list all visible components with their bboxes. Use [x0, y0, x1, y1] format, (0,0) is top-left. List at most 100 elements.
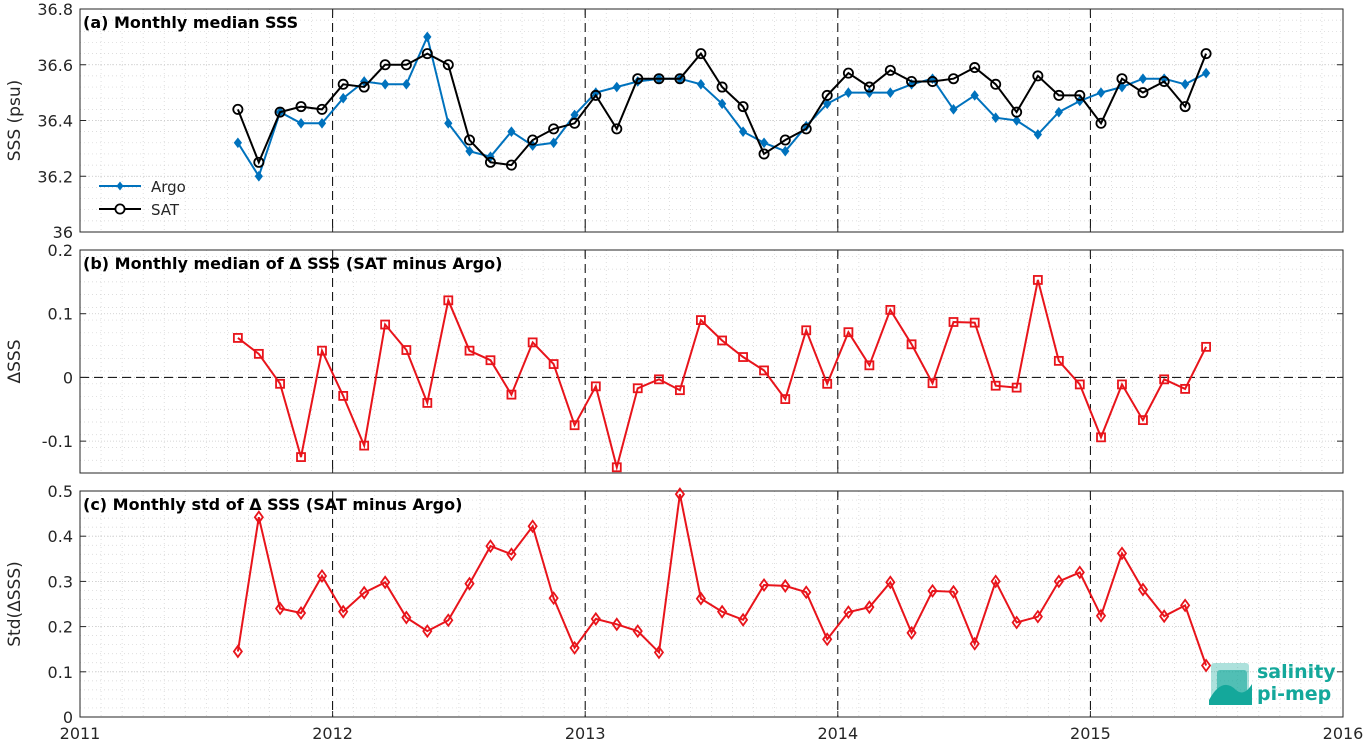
legend-label: Argo — [151, 178, 186, 196]
data-point — [1053, 89, 1065, 101]
data-point — [464, 576, 475, 591]
panel-frame — [79, 249, 1344, 474]
data-point — [590, 611, 601, 626]
data-point — [423, 31, 432, 43]
data-point — [823, 98, 832, 110]
data-point — [906, 625, 917, 640]
data-point — [338, 391, 349, 401]
data-point — [295, 101, 307, 113]
data-point — [359, 440, 370, 451]
data-point — [990, 78, 1002, 90]
data-point — [611, 462, 622, 473]
data-point — [1053, 355, 1064, 366]
data-point — [232, 103, 244, 115]
data-point — [780, 394, 791, 404]
y-tick-label: 0.3 — [48, 572, 73, 591]
data-point — [1033, 129, 1042, 140]
data-point — [885, 575, 896, 590]
data-point — [863, 81, 875, 93]
data-point — [717, 98, 727, 110]
data-point — [822, 632, 833, 647]
data-point — [485, 539, 496, 554]
data-point — [317, 117, 327, 129]
data-point — [970, 90, 979, 101]
data-point — [1138, 415, 1148, 426]
data-point — [947, 73, 959, 85]
data-point — [1053, 574, 1064, 589]
data-point — [758, 148, 770, 160]
data-point — [695, 315, 706, 325]
data-point — [990, 574, 1001, 589]
y-tick-label: 0.1 — [48, 663, 73, 682]
data-point — [317, 345, 327, 356]
data-point — [1011, 615, 1022, 630]
data-point — [779, 134, 791, 146]
data-point — [359, 585, 370, 600]
data-point — [1180, 598, 1191, 613]
data-point — [527, 337, 538, 348]
data-point — [548, 123, 560, 135]
panel-title: (a) Monthly median SSS — [83, 13, 298, 32]
data-point — [695, 591, 707, 606]
series-argo — [233, 31, 1211, 182]
data-point — [485, 355, 496, 366]
data-point — [548, 591, 559, 606]
data-point — [1201, 67, 1211, 79]
y-tick-label: 0.5 — [48, 482, 73, 501]
data-point — [1201, 341, 1211, 352]
data-point — [1074, 379, 1085, 390]
y-tick-label: 0 — [63, 708, 73, 727]
data-point — [632, 624, 643, 639]
data-point — [358, 81, 370, 93]
x-tick-label: 2014 — [817, 724, 858, 743]
data-point — [527, 519, 538, 534]
data-point — [758, 577, 770, 593]
data-point — [421, 48, 433, 60]
data-point — [296, 452, 306, 462]
panel-c: 0 0.1 0.2 0.3 0.4 0.5 2011 2012 2013 2014 2015 2016… — [5, 482, 1363, 743]
x-tick-label: 2012 — [312, 724, 353, 743]
data-point — [569, 640, 580, 655]
data-point — [444, 117, 453, 129]
data-point — [991, 112, 1000, 124]
y-tick-label: -0.1 — [42, 432, 73, 451]
data-point — [1074, 565, 1085, 580]
data-point — [400, 59, 412, 71]
data-point — [1012, 115, 1021, 126]
data-point — [465, 145, 474, 157]
data-point — [780, 578, 791, 593]
y-tick-label: 36 — [53, 223, 73, 242]
data-point — [801, 585, 812, 600]
data-point — [380, 575, 391, 590]
data-point — [738, 126, 748, 137]
data-point — [800, 123, 812, 135]
data-point — [1158, 75, 1170, 87]
data-point — [696, 78, 706, 90]
data-point — [737, 101, 749, 113]
data-point — [1095, 608, 1107, 623]
series-line — [237, 279, 1207, 472]
data-point — [507, 126, 516, 137]
data-point — [716, 81, 728, 93]
x-tick-label: 2011 — [60, 724, 101, 743]
y-tick-label: 0 — [63, 368, 73, 387]
data-point — [990, 380, 1001, 391]
data-point — [484, 156, 496, 168]
data-point — [422, 398, 433, 408]
data-point — [1096, 87, 1106, 98]
y-tick-label: 0.4 — [48, 527, 73, 546]
data-point — [379, 59, 391, 71]
legend-marker — [116, 181, 124, 191]
data-point — [443, 295, 454, 306]
data-point — [569, 420, 580, 431]
data-point — [653, 73, 665, 85]
y-tick-label: 0.1 — [48, 305, 73, 324]
data-point — [1159, 609, 1170, 624]
data-point — [1032, 275, 1043, 285]
panel-title: (c) Monthly std of Δ SSS (SAT minus Argo… — [83, 495, 462, 514]
data-point — [674, 73, 686, 85]
data-point — [1074, 89, 1086, 101]
